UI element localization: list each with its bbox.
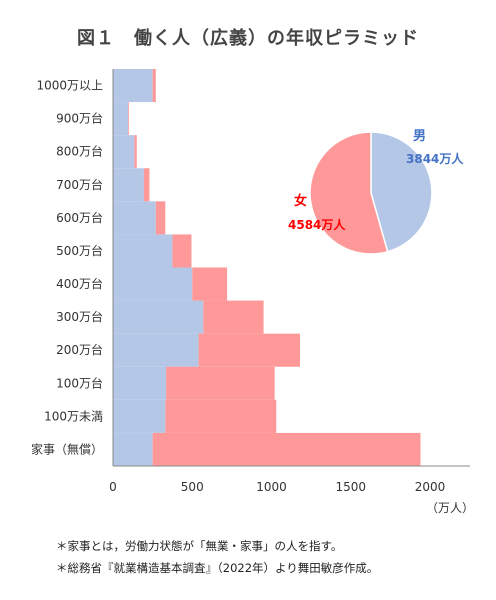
bar-male-7	[113, 300, 204, 334]
y-tick-label: 100万未満	[44, 409, 103, 423]
bar-male-1	[113, 102, 129, 136]
bar-male-9	[113, 366, 167, 400]
y-tick-label: 300万台	[56, 309, 103, 324]
y-tick-label: 400万台	[56, 276, 103, 291]
y-tick-label: 600万台	[56, 210, 103, 225]
footnote-definition: ＊家事とは，労働力状態が「無業・家事」の人を指す。	[56, 539, 343, 553]
bar-female-10	[165, 399, 277, 433]
bar-male-4	[113, 201, 156, 235]
x-tick-label: 1500	[335, 480, 366, 494]
y-tick-label: 500万台	[56, 243, 103, 258]
chart-title: 図１ 働く人（広義）の年収ピラミッド	[77, 28, 419, 49]
bar-female-1	[128, 102, 129, 136]
y-tick-label: 200万台	[56, 342, 103, 357]
bar-female-0	[152, 69, 156, 103]
y-tick-label: 800万台	[56, 144, 103, 159]
bar-male-0	[113, 69, 153, 103]
bar-female-4	[155, 201, 166, 235]
y-tick-label: 家事（無償）	[31, 441, 103, 456]
pie-label-name-0: 男	[413, 129, 426, 144]
pie-label-value-1: 4584万人	[288, 217, 346, 232]
bar-male-8	[113, 333, 199, 367]
pie-slice-0	[370, 131, 433, 253]
x-axis-unit: （万人）	[426, 501, 474, 515]
pie-label-value-0: 3844万人	[406, 151, 464, 166]
bar-female-9	[166, 366, 275, 400]
bar-female-7	[203, 300, 264, 334]
bar-male-6	[113, 267, 193, 301]
bar-female-6	[192, 267, 228, 301]
y-tick-label: 1000万以上	[36, 79, 103, 93]
x-tick-label: 500	[181, 480, 204, 494]
bar-male-2	[113, 135, 135, 169]
bars-group	[113, 69, 421, 466]
x-tick-label: 1000	[256, 480, 287, 494]
bar-male-10	[113, 399, 166, 433]
bar-female-5	[172, 234, 192, 268]
bar-female-2	[134, 135, 137, 169]
pie-label-name-1: 女	[294, 193, 307, 209]
bar-male-5	[113, 234, 173, 268]
bar-female-11	[152, 432, 421, 466]
x-tick-label: 0	[109, 480, 117, 494]
bar-male-11	[113, 432, 153, 466]
bar-male-3	[113, 168, 144, 202]
pie-slice-1	[309, 131, 389, 255]
bar-female-8	[198, 333, 301, 367]
bar-female-3	[143, 168, 150, 202]
y-tick-label: 900万台	[56, 111, 103, 126]
y-tick-label: 100万台	[56, 375, 103, 390]
axes-group: 1000万以上 900万台 800万台 700万台 600万台 500万台 400万台 300…	[31, 69, 474, 515]
y-tick-label: 700万台	[56, 177, 103, 192]
footnote-source: ＊総務省『就業構造基本調査』（2022年）より舞田敏彦作成。	[56, 561, 379, 575]
x-tick-label: 2000	[415, 480, 446, 494]
